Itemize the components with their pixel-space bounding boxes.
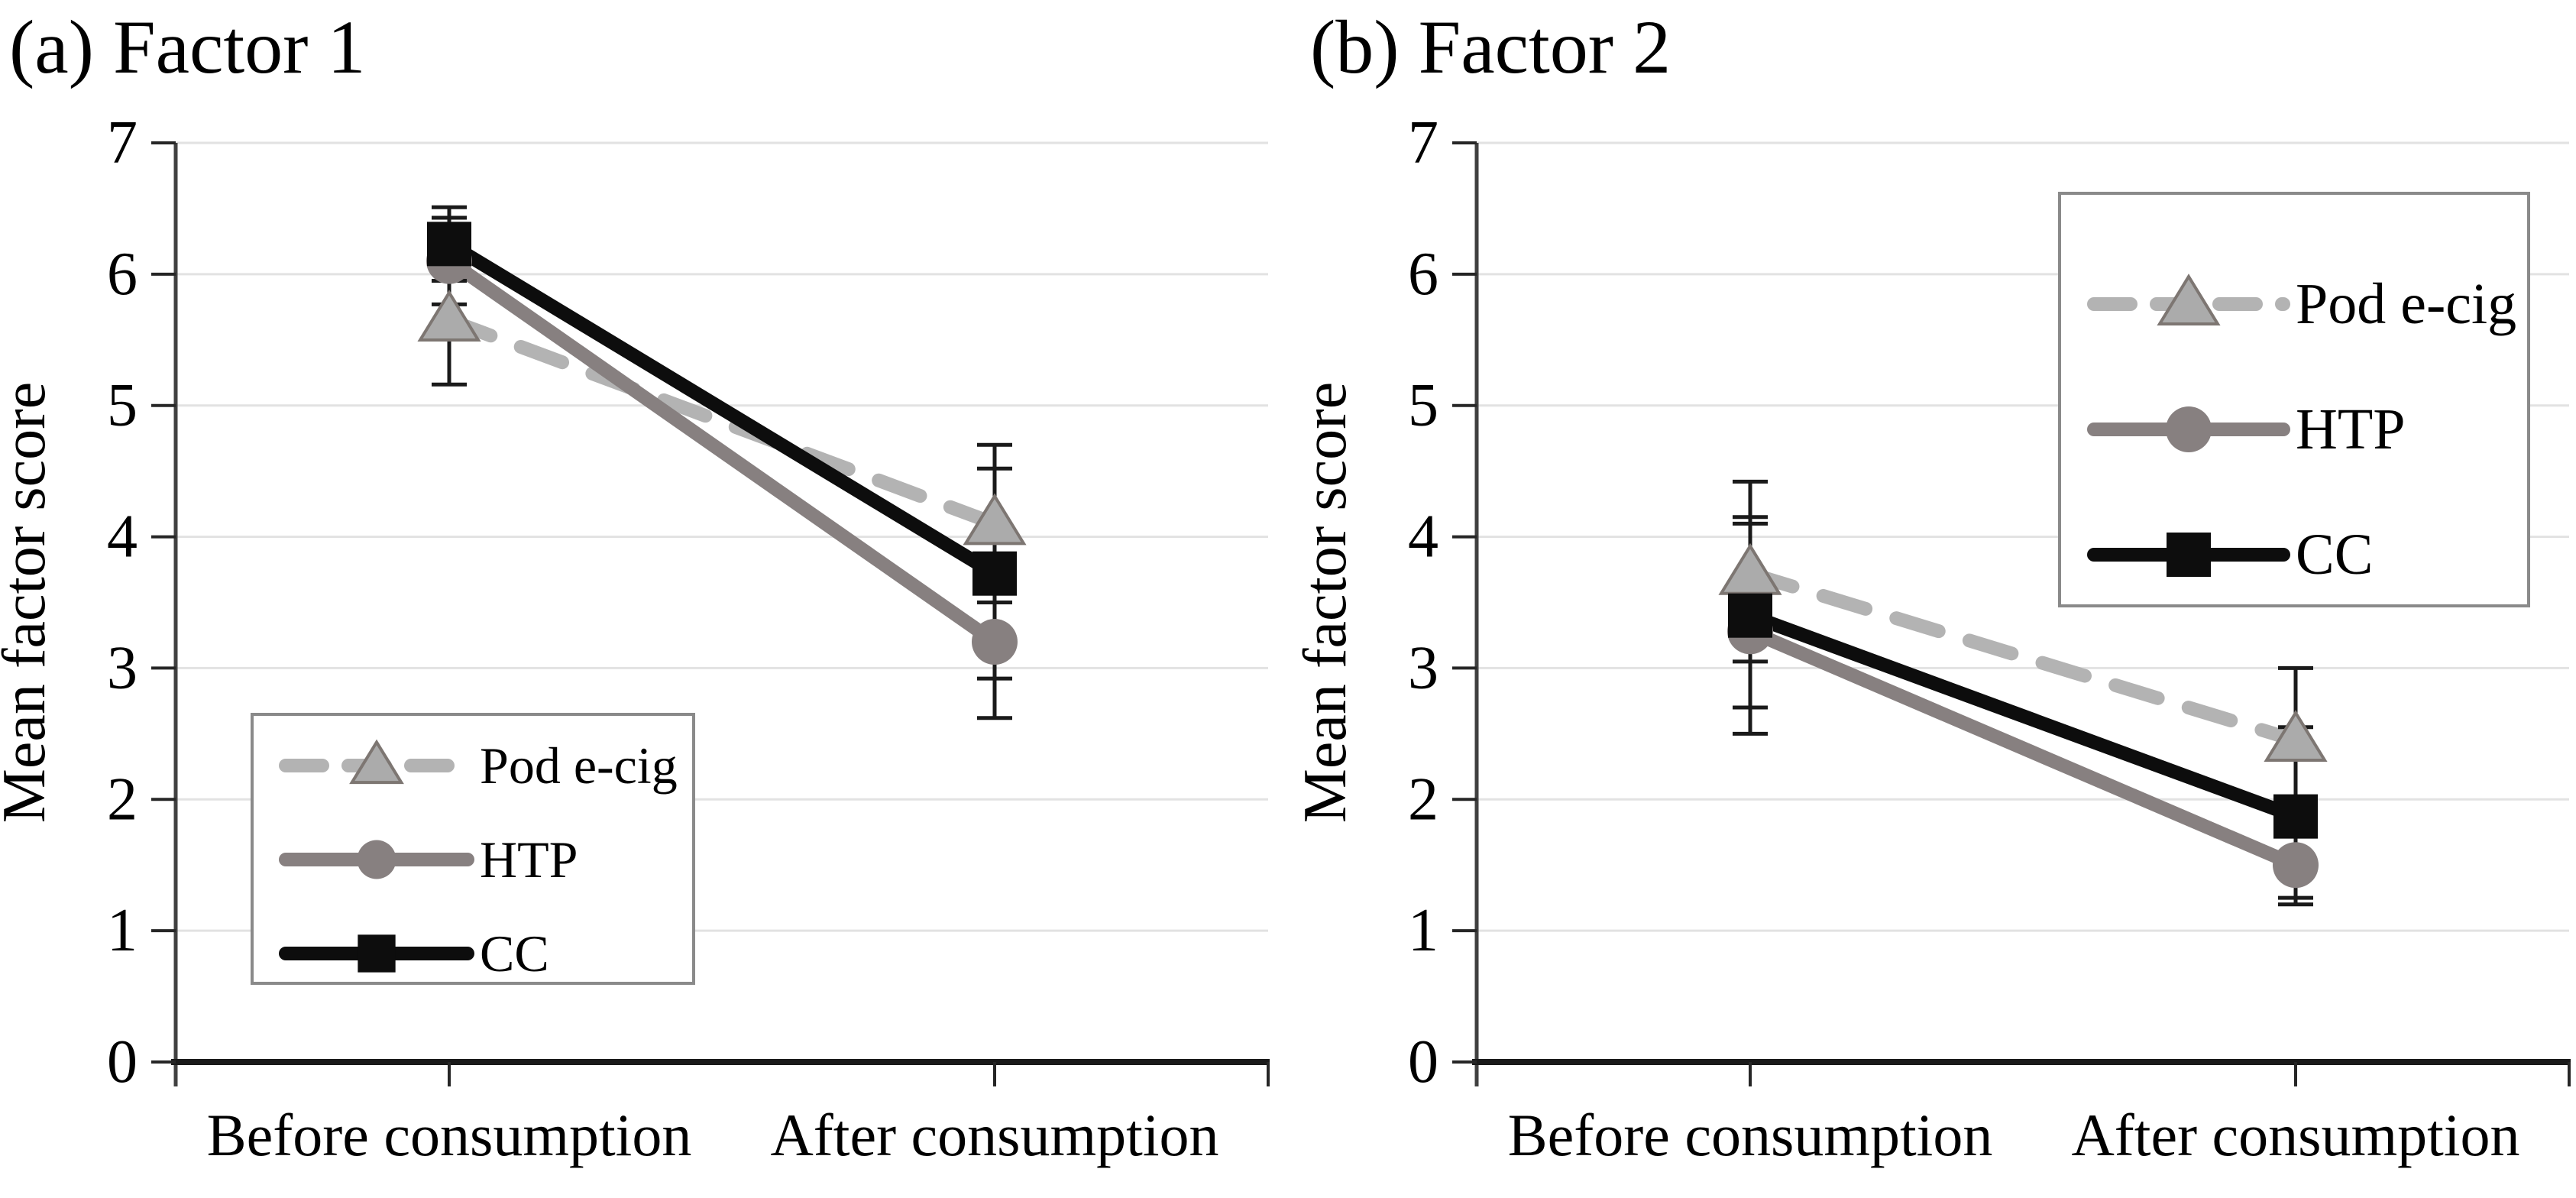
series-line-cc: [1743, 608, 2303, 824]
series-markers: [1718, 542, 2328, 889]
marker-circle-legend-htp: [357, 840, 396, 879]
y-tick-label: 7: [107, 109, 138, 176]
y-tick-label: 1: [107, 897, 138, 964]
marker-circle-htp-1: [972, 619, 1018, 665]
y-tick-label: 2: [107, 766, 138, 833]
marker-square-cc-1: [972, 551, 1017, 596]
marker-square-cc-0: [1728, 593, 1772, 638]
legend-a: Pod e-cig HTP CC: [251, 713, 695, 985]
y-tick-label: 3: [107, 634, 138, 701]
y-tick-label: 4: [107, 503, 138, 571]
legend-label-htp: HTP: [480, 831, 578, 889]
legend-label-cc: CC: [2296, 523, 2373, 587]
series-lines: [442, 237, 1002, 649]
marker-square-legend-cc: [358, 934, 396, 973]
x-category-label-after-consumption: After consumption: [770, 1102, 1218, 1168]
y-axis-label-a: Mean factor score: [0, 382, 58, 823]
chart-title-b: (b) Factor 2: [1310, 5, 1671, 89]
y-tick-label: 5: [107, 372, 138, 439]
marker-triangle-pod-e-cig-1: [963, 493, 1027, 546]
legend-label-htp: HTP: [2296, 397, 2406, 461]
x-category-label-after-consumption: After consumption: [2071, 1102, 2519, 1168]
legend-item-pod-e-cig: Pod e-cig: [279, 737, 678, 795]
marker-triangle-pod-e-cig-0: [417, 290, 481, 342]
chart-panel-a: 0 1 2 3 4 5 6 7 Before consumption After consumpt…: [0, 5, 1270, 1168]
legend-box: [2058, 192, 2530, 607]
y-tick-label: 6: [1408, 241, 1438, 308]
series-line-htp: [442, 254, 1002, 649]
y-tick-label: 2: [1408, 766, 1438, 833]
y-axis-label-b: Mean factor score: [1292, 382, 1359, 823]
legend-label-cc: CC: [480, 924, 549, 983]
series-line-cc: [442, 237, 1002, 581]
y-tick-label: 1: [1408, 897, 1438, 964]
marker-square-legend-cc: [2167, 533, 2211, 577]
marker-circle-legend-htp: [2166, 406, 2212, 452]
series-line-htp: [1743, 624, 2303, 873]
legend-item-pod-e-cig: Pod e-cig: [2087, 272, 2516, 336]
y-tick-label: 4: [1408, 503, 1438, 571]
series-line-pod-e-cig: [1743, 566, 2303, 747]
chart-title-a: (a) Factor 1: [9, 5, 365, 89]
x-category-label-before-consumption: Before consumption: [1508, 1102, 1993, 1168]
legend-b: Pod e-cig HTP CC: [2058, 192, 2530, 607]
x-category-label-before-consumption: Before consumption: [207, 1102, 692, 1168]
y-tick-label: 0: [1408, 1028, 1438, 1096]
y-tick-label: 0: [107, 1028, 138, 1096]
series-line-pod-e-cig: [442, 313, 1002, 531]
legend-item-cc: CC: [2087, 523, 2373, 587]
legend-item-htp: HTP: [2087, 397, 2406, 461]
legend-label-pod-e-cig: Pod e-cig: [480, 737, 678, 795]
series-markers: [417, 222, 1027, 665]
legend-item-cc: CC: [279, 924, 549, 983]
marker-triangle-legend-pod-e-cig: [349, 739, 404, 785]
legend-label-pod-e-cig: Pod e-cig: [2296, 272, 2516, 336]
marker-circle-htp-1: [2273, 842, 2319, 889]
y-tick-label: 7: [1408, 109, 1438, 176]
marker-square-cc-0: [427, 222, 471, 267]
marker-triangle-legend-pod-e-cig: [2157, 274, 2221, 325]
y-tick-label: 6: [107, 241, 138, 308]
y-tick-label: 5: [1408, 372, 1438, 439]
marker-triangle-pod-e-cig-1: [2264, 710, 2328, 762]
chart-panel-b: 0 1 2 3 4 5 6 7 Before consumption After consumpt…: [1292, 5, 2571, 1168]
legend-item-htp: HTP: [279, 831, 578, 889]
marker-square-cc-1: [2273, 794, 2318, 839]
legend-box: [251, 713, 695, 985]
series-lines: [1743, 566, 2303, 873]
y-tick-label: 3: [1408, 634, 1438, 701]
